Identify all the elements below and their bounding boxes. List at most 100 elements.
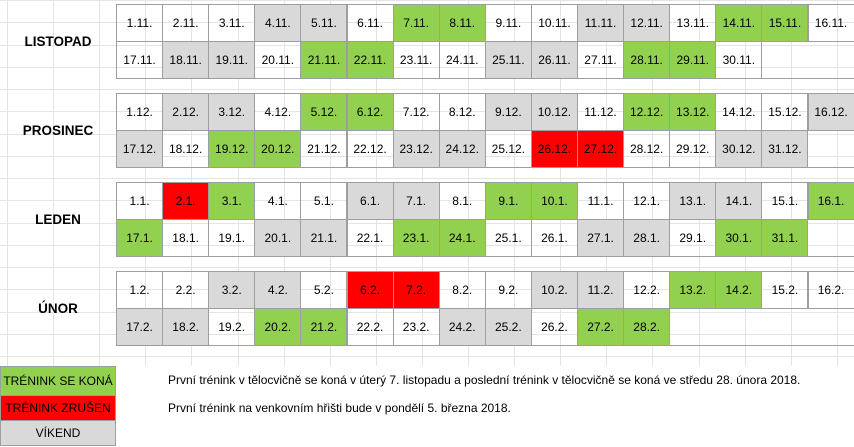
day-cell: 24.12. [438, 130, 486, 168]
day-cell: 15.2. [761, 271, 809, 309]
day-cell: 12.12. [623, 93, 671, 131]
day-cell: 8.12. [438, 93, 486, 131]
day-cell: 23.1. [392, 219, 440, 257]
day-cell: 27.11. [577, 41, 625, 79]
day-cell: 20.12. [254, 130, 302, 168]
month-name: ÚNOR [38, 300, 78, 316]
legend-weekend: VÍKEND [0, 420, 116, 446]
day-cell: 1.1. [116, 182, 164, 220]
day-cell: 7.12. [392, 93, 440, 131]
note-gym: První trénink v tělocvičně se koná v úte… [168, 373, 801, 387]
empty-cell [807, 219, 854, 257]
day-cell: 22.1. [346, 219, 394, 257]
day-cell: 4.2. [254, 271, 302, 309]
day-cell: 26.1. [530, 219, 578, 257]
day-cell: 21.12. [300, 130, 348, 168]
day-cell: 13.12. [669, 93, 717, 131]
day-cell: 14.2. [715, 271, 763, 309]
day-cell: 2.11. [162, 4, 210, 42]
day-cell: 6.12. [346, 93, 394, 131]
day-cell: 11.12. [577, 93, 625, 131]
day-cell: 22.12. [346, 130, 394, 168]
day-cell: 2.1. [162, 182, 210, 220]
day-cell: 10.12. [530, 93, 578, 131]
day-cell: 24.1. [438, 219, 486, 257]
day-cell: 23.12. [392, 130, 440, 168]
day-cell: 13.1. [669, 182, 717, 220]
day-cell: 19.11. [208, 41, 256, 79]
day-cell: 16.2. [807, 271, 854, 309]
day-cell: 17.1. [116, 219, 164, 257]
day-cell: 3.11. [208, 4, 256, 42]
day-cell: 3.1. [208, 182, 256, 220]
day-cell: 5.11. [300, 4, 348, 42]
day-cell: 26.2. [530, 308, 578, 346]
day-cell: 10.1. [530, 182, 578, 220]
day-cell: 1.12. [116, 93, 164, 131]
day-cell: 6.1. [346, 182, 394, 220]
day-cell: 14.1. [715, 182, 763, 220]
month-name: LEDEN [35, 211, 81, 227]
day-cell: 28.12. [623, 130, 671, 168]
day-cell: 8.11. [438, 4, 486, 42]
day-cell: 25.12. [484, 130, 532, 168]
day-cell: 17.12. [116, 130, 164, 168]
day-cell: 9.1. [484, 182, 532, 220]
day-cell: 30.12. [715, 130, 763, 168]
day-cell: 5.12. [300, 93, 348, 131]
day-cell: 8.1. [438, 182, 486, 220]
day-cell: 4.1. [254, 182, 302, 220]
day-cell: 21.1. [300, 219, 348, 257]
month-name: PROSINEC [22, 122, 94, 138]
day-cell: 6.2. [346, 271, 394, 309]
day-cell: 10.2. [530, 271, 578, 309]
day-cell: 13.2. [669, 271, 717, 309]
day-cell: 11.1. [577, 182, 625, 220]
legend-training: TRÉNINK SE KONÁ [0, 366, 116, 396]
day-cell: 14.12. [715, 93, 763, 131]
day-cell: 20.2. [254, 308, 302, 346]
gridline [0, 89, 854, 90]
day-cell: 29.12. [669, 130, 717, 168]
day-cell: 9.11. [484, 4, 532, 42]
empty-cell [761, 41, 809, 79]
day-cell: 18.12. [162, 130, 210, 168]
day-cell: 29.1. [669, 219, 717, 257]
day-cell: 2.2. [162, 271, 210, 309]
day-cell: 30.1. [715, 219, 763, 257]
day-cell: 28.2. [623, 308, 671, 346]
day-cell: 5.2. [300, 271, 348, 309]
day-cell: 25.2. [484, 308, 532, 346]
day-cell: 16.11. [807, 4, 854, 42]
day-cell: 1.2. [116, 271, 164, 309]
day-cell: 18.2. [162, 308, 210, 346]
day-cell: 26.12. [530, 130, 578, 168]
day-cell: 24.11. [438, 41, 486, 79]
day-cell: 21.11. [300, 41, 348, 79]
day-cell: 22.11. [346, 41, 394, 79]
note-outdoor: První trénink na venkovním hřišti bude v… [168, 401, 511, 415]
gridline [0, 356, 854, 357]
empty-cell [807, 130, 854, 168]
day-cell: 4.11. [254, 4, 302, 42]
day-cell: 17.11. [116, 41, 164, 79]
day-cell: 23.2. [392, 308, 440, 346]
empty-cell [715, 308, 763, 346]
day-cell: 18.11. [162, 41, 210, 79]
day-cell: 15.12. [761, 93, 809, 131]
day-cell: 28.11. [623, 41, 671, 79]
day-cell: 12.1. [623, 182, 671, 220]
day-cell: 20.11. [254, 41, 302, 79]
day-cell: 11.2. [577, 271, 625, 309]
day-cell: 9.12. [484, 93, 532, 131]
month-name: LISTOPAD [24, 33, 92, 49]
empty-cell [761, 308, 809, 346]
day-cell: 2.12. [162, 93, 210, 131]
day-cell: 30.11. [715, 41, 763, 79]
day-cell: 7.11. [392, 4, 440, 42]
day-cell: 31.1. [761, 219, 809, 257]
day-cell: 9.2. [484, 271, 532, 309]
day-cell: 15.11. [761, 4, 809, 42]
day-cell: 11.11. [577, 4, 625, 42]
day-cell: 1.11. [116, 4, 164, 42]
